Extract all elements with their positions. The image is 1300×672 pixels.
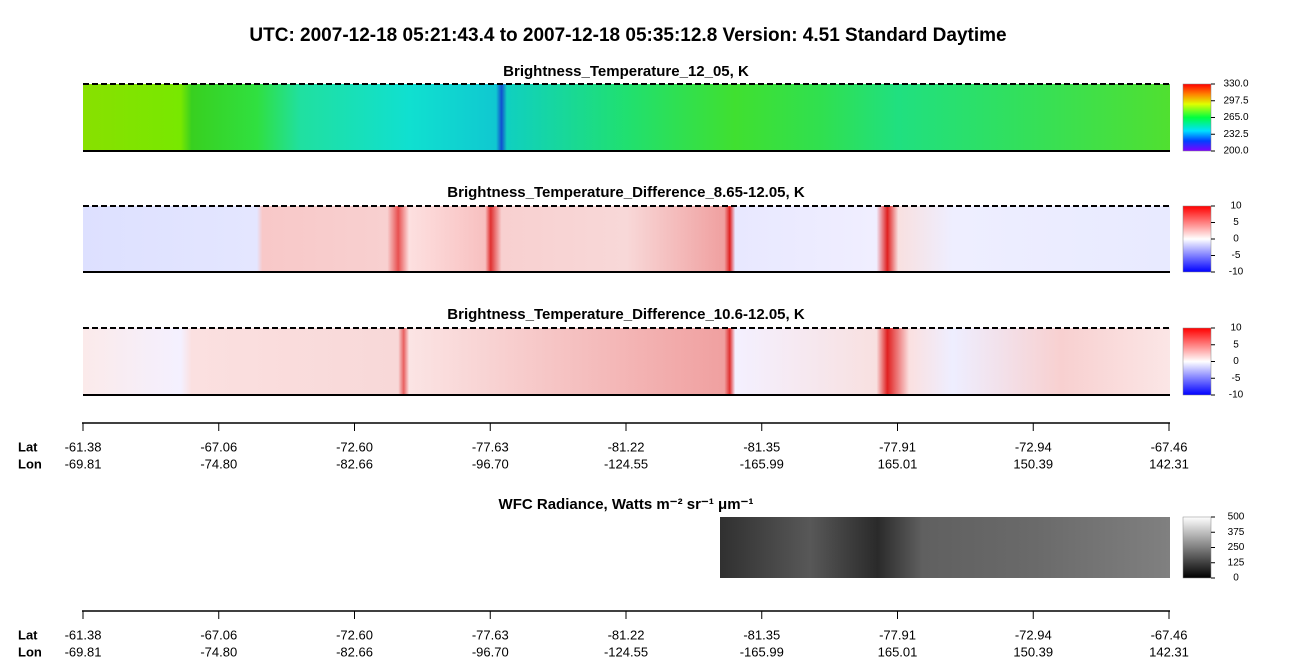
colorbar-tick-label: 265.0	[1223, 112, 1248, 123]
colorbar-tick-label: 0	[1233, 356, 1239, 367]
colorbar-tick-label: 500	[1228, 512, 1245, 523]
image-strip	[83, 206, 1170, 272]
lat-label: -61.38	[65, 439, 102, 454]
lon-label: -69.81	[65, 456, 102, 471]
lat-label: -67.46	[1151, 627, 1188, 642]
lon-label: 165.01	[878, 456, 918, 471]
colorbar-tick-label: 5	[1233, 339, 1239, 350]
lon-label: -124.55	[604, 644, 648, 659]
panel-title: Brightness_Temperature_Difference_10.6-1…	[447, 306, 805, 323]
lat-label: -77.63	[472, 627, 509, 642]
colorbar-tick-label: 250	[1228, 542, 1245, 553]
colorbar-tick-label: 0	[1233, 234, 1239, 245]
image-strip	[83, 328, 1170, 395]
lon-label: 165.01	[878, 644, 918, 659]
colorbar-tick-label: 232.5	[1223, 129, 1248, 140]
colorbar-tick-label: -10	[1229, 267, 1244, 278]
lon-label: -74.80	[200, 456, 237, 471]
image-strip	[720, 517, 1170, 578]
colorbar	[1182, 205, 1212, 273]
lat-label: -81.22	[608, 627, 645, 642]
lon-label: 150.39	[1013, 456, 1053, 471]
lat-label: -72.94	[1015, 439, 1052, 454]
lon-label: -82.66	[336, 644, 373, 659]
lat-label: -81.22	[608, 439, 645, 454]
lat-label: -67.06	[200, 627, 237, 642]
colorbar-tick-label: 200.0	[1223, 146, 1248, 157]
lat-label: -72.94	[1015, 627, 1052, 642]
lat-label: -72.60	[336, 439, 373, 454]
colorbar-tick-label: 125	[1228, 557, 1245, 568]
lon-label: -96.70	[472, 456, 509, 471]
lat-label: -77.63	[472, 439, 509, 454]
row-label: Lon	[18, 644, 42, 659]
figure-title: UTC: 2007-12-18 05:21:43.4 to 2007-12-18…	[249, 25, 1006, 46]
lon-label: -82.66	[336, 456, 373, 471]
colorbar-tick-label: 0	[1233, 573, 1239, 584]
lat-label: -77.91	[879, 439, 916, 454]
colorbar-tick-label: 330.0	[1223, 79, 1248, 90]
colorbar-tick-label: 297.5	[1223, 95, 1248, 106]
lon-label: -74.80	[200, 644, 237, 659]
colorbar-tick-label: -5	[1232, 373, 1241, 384]
colorbar	[1182, 83, 1212, 152]
lon-label: -69.81	[65, 644, 102, 659]
lat-label: -81.35	[743, 439, 780, 454]
panel-title: WFC Radiance, Watts m⁻² sr⁻¹ μm⁻¹	[499, 496, 754, 513]
lon-label: -165.99	[740, 644, 784, 659]
lat-label: -67.46	[1151, 439, 1188, 454]
lon-label: -165.99	[740, 456, 784, 471]
lat-label: -72.60	[336, 627, 373, 642]
colorbar	[1182, 516, 1212, 579]
lon-label: 150.39	[1013, 644, 1053, 659]
lon-label: 142.31	[1149, 456, 1189, 471]
lat-label: -67.06	[200, 439, 237, 454]
colorbar-tick-label: 5	[1233, 217, 1239, 228]
lat-label: -77.91	[879, 627, 916, 642]
lat-label: -61.38	[65, 627, 102, 642]
lon-label: -96.70	[472, 644, 509, 659]
lon-label: -124.55	[604, 456, 648, 471]
colorbar-tick-label: -10	[1229, 390, 1244, 401]
colorbar-tick-label: 10	[1230, 323, 1242, 334]
colorbar-tick-label: -5	[1232, 250, 1241, 261]
colorbar	[1182, 327, 1212, 396]
lon-label: 142.31	[1149, 644, 1189, 659]
panel-title: Brightness_Temperature_12_05, K	[503, 63, 749, 80]
panel-title: Brightness_Temperature_Difference_8.65-1…	[447, 184, 805, 201]
row-label: Lat	[18, 439, 38, 454]
lat-label: -81.35	[743, 627, 780, 642]
row-label: Lat	[18, 627, 38, 642]
colorbar-tick-label: 10	[1230, 201, 1242, 212]
row-label: Lon	[18, 456, 42, 471]
colorbar-tick-label: 375	[1228, 527, 1245, 538]
image-strip	[83, 84, 1170, 151]
